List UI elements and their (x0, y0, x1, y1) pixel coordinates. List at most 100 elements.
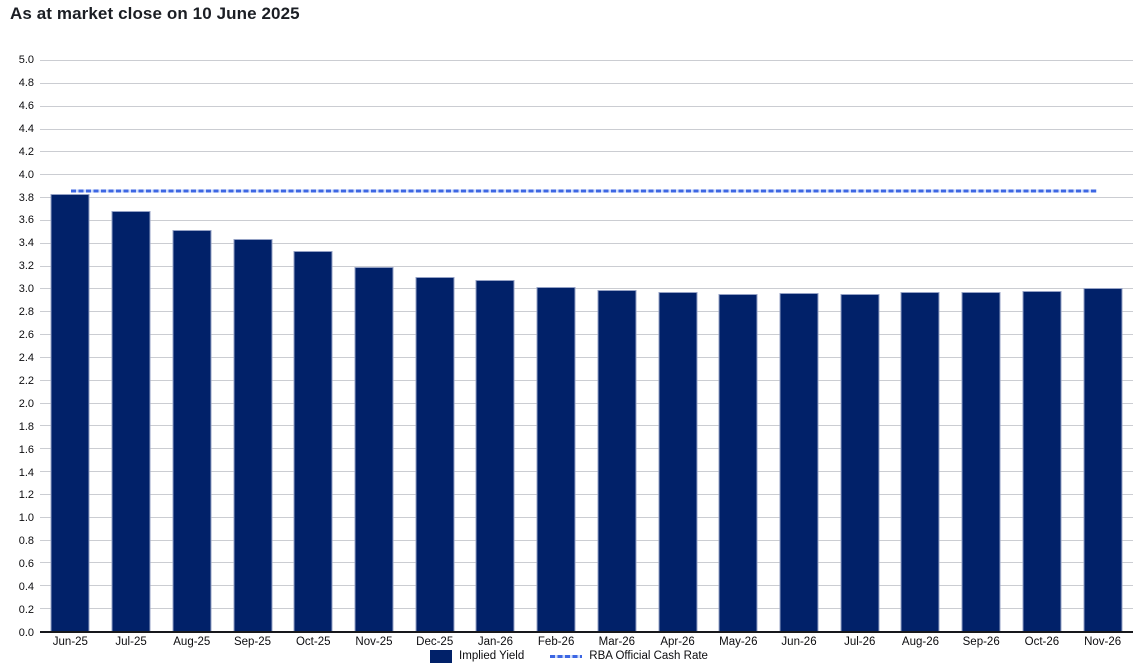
bar-Oct-25 (293, 250, 333, 631)
x-tick-label: Sep-25 (233, 636, 272, 648)
gridline (40, 334, 1133, 336)
y-tick-label: 2.2 (18, 374, 34, 387)
legend: Implied Yield RBA Official Cash Rate (0, 648, 1138, 664)
gridline (40, 516, 1133, 518)
x-tick-label: Jun-25 (52, 636, 88, 648)
gridline (40, 242, 1133, 244)
gridline (40, 471, 1133, 473)
bar-Jun-25 (50, 193, 90, 631)
y-tick-label: 0.4 (18, 581, 34, 594)
bar-Apr-26 (658, 291, 698, 631)
y-tick-label: 5.0 (18, 54, 34, 66)
legend-label-cash-rate: RBA Official Cash Rate (589, 650, 708, 662)
bar-Jul-26 (840, 294, 880, 631)
gridline (40, 379, 1133, 381)
rba-cash-rate-line (71, 189, 1097, 193)
x-tick-label: Dec-25 (416, 636, 454, 648)
y-tick-label: 0.2 (18, 604, 34, 617)
y-tick-label: 1.0 (18, 512, 34, 525)
x-tick-label: Nov-26 (1084, 636, 1122, 648)
x-tick-label: Apr-26 (660, 636, 695, 648)
gridline (40, 311, 1133, 313)
gridline (40, 288, 1133, 290)
x-tick-label: Sep-26 (962, 636, 1000, 648)
bar-Jul-25 (111, 210, 151, 631)
y-tick-label: 4.2 (18, 145, 34, 158)
bar-Feb-26 (536, 287, 576, 631)
y-tick-label: 2.6 (18, 329, 34, 342)
bar-Oct-26 (1022, 290, 1062, 631)
x-tick-label: Jan-26 (477, 636, 513, 648)
gridline (40, 539, 1133, 541)
bar-Mar-26 (597, 289, 637, 631)
bar-Aug-25 (172, 230, 212, 631)
y-tick-label: 1.8 (18, 420, 34, 433)
gridline (40, 425, 1133, 427)
x-tick-label: May-26 (719, 636, 758, 648)
x-tick-label: Aug-26 (901, 636, 940, 648)
y-tick-label: 3.4 (18, 237, 34, 250)
x-tick-label: Feb-26 (537, 636, 575, 648)
legend-item-implied-yield: Implied Yield (430, 649, 525, 663)
y-tick-label: 1.2 (18, 489, 34, 502)
y-tick-label: 3.0 (18, 283, 34, 296)
x-axis: Jun-25 Jul-25 Aug-25 Sep-25 Oct-25 Nov-25 Dec-… (40, 636, 1133, 651)
y-tick-label: 0.8 (18, 535, 34, 548)
x-tick-label: Jun-26 (781, 636, 817, 648)
gridline (40, 151, 1133, 153)
y-tick-label: 3.2 (18, 260, 34, 273)
bar-Nov-25 (354, 266, 394, 631)
legend-item-cash-rate: RBA Official Cash Rate (550, 650, 708, 662)
gridline (40, 448, 1133, 450)
y-tick-label: 3.6 (18, 214, 34, 227)
y-tick-label: 2.8 (18, 306, 34, 319)
gridline (40, 219, 1133, 221)
x-tick-label: Aug-25 (173, 636, 211, 648)
gridline (40, 174, 1133, 176)
implied-yield-swatch-icon (430, 649, 453, 663)
bar-May-26 (718, 294, 758, 631)
y-tick-label: 2.0 (18, 397, 34, 410)
cash-rate-dash-icon (550, 654, 583, 658)
gridline (40, 105, 1133, 107)
y-axis: 0.0 0.2 0.4 0.6 0.8 1.0 1.2 1.4 1.6 1.8 2.0 2.2 2.4 2… (0, 54, 34, 639)
gridline (40, 493, 1133, 495)
y-tick-label: 4.4 (18, 122, 34, 135)
x-tick-label: Jul-25 (115, 636, 147, 648)
x-tick-label: Oct-26 (1024, 636, 1060, 648)
bar-Jun-26 (779, 292, 819, 631)
gridline (40, 265, 1133, 267)
y-tick-label: 4.0 (18, 168, 34, 181)
gridline (40, 585, 1133, 587)
gridline (40, 60, 1133, 61)
gridline (40, 128, 1133, 130)
bar-Sep-26 (961, 291, 1001, 631)
x-tick-label: Nov-25 (355, 636, 393, 648)
bar-Dec-25 (415, 276, 455, 631)
y-tick-label: 1.6 (18, 443, 34, 456)
y-tick-label: 0.6 (18, 558, 34, 571)
gridline (40, 402, 1133, 404)
gridline (40, 82, 1133, 84)
gridline (40, 356, 1133, 358)
gridline (40, 608, 1133, 610)
bar-Nov-26 (1083, 288, 1123, 631)
gridline (40, 197, 1133, 199)
x-tick-label: Jul-26 (844, 636, 876, 648)
y-tick-label: 0.0 (18, 627, 34, 639)
plot-area (40, 60, 1133, 633)
gridline (40, 562, 1133, 564)
y-tick-label: 1.4 (18, 466, 34, 479)
x-tick-label: Oct-25 (295, 636, 331, 648)
bar-Aug-26 (900, 291, 940, 631)
y-tick-label: 4.6 (18, 99, 34, 112)
bar-Jan-26 (475, 280, 515, 631)
y-tick-label: 3.8 (18, 191, 34, 204)
x-tick-label: Mar-26 (598, 636, 636, 648)
legend-label-implied-yield: Implied Yield (459, 650, 525, 662)
chart-title: As at market close on 10 June 2025 (10, 4, 300, 23)
y-tick-label: 2.4 (18, 351, 34, 364)
bar-Sep-25 (233, 239, 273, 631)
y-tick-label: 4.8 (18, 76, 34, 89)
